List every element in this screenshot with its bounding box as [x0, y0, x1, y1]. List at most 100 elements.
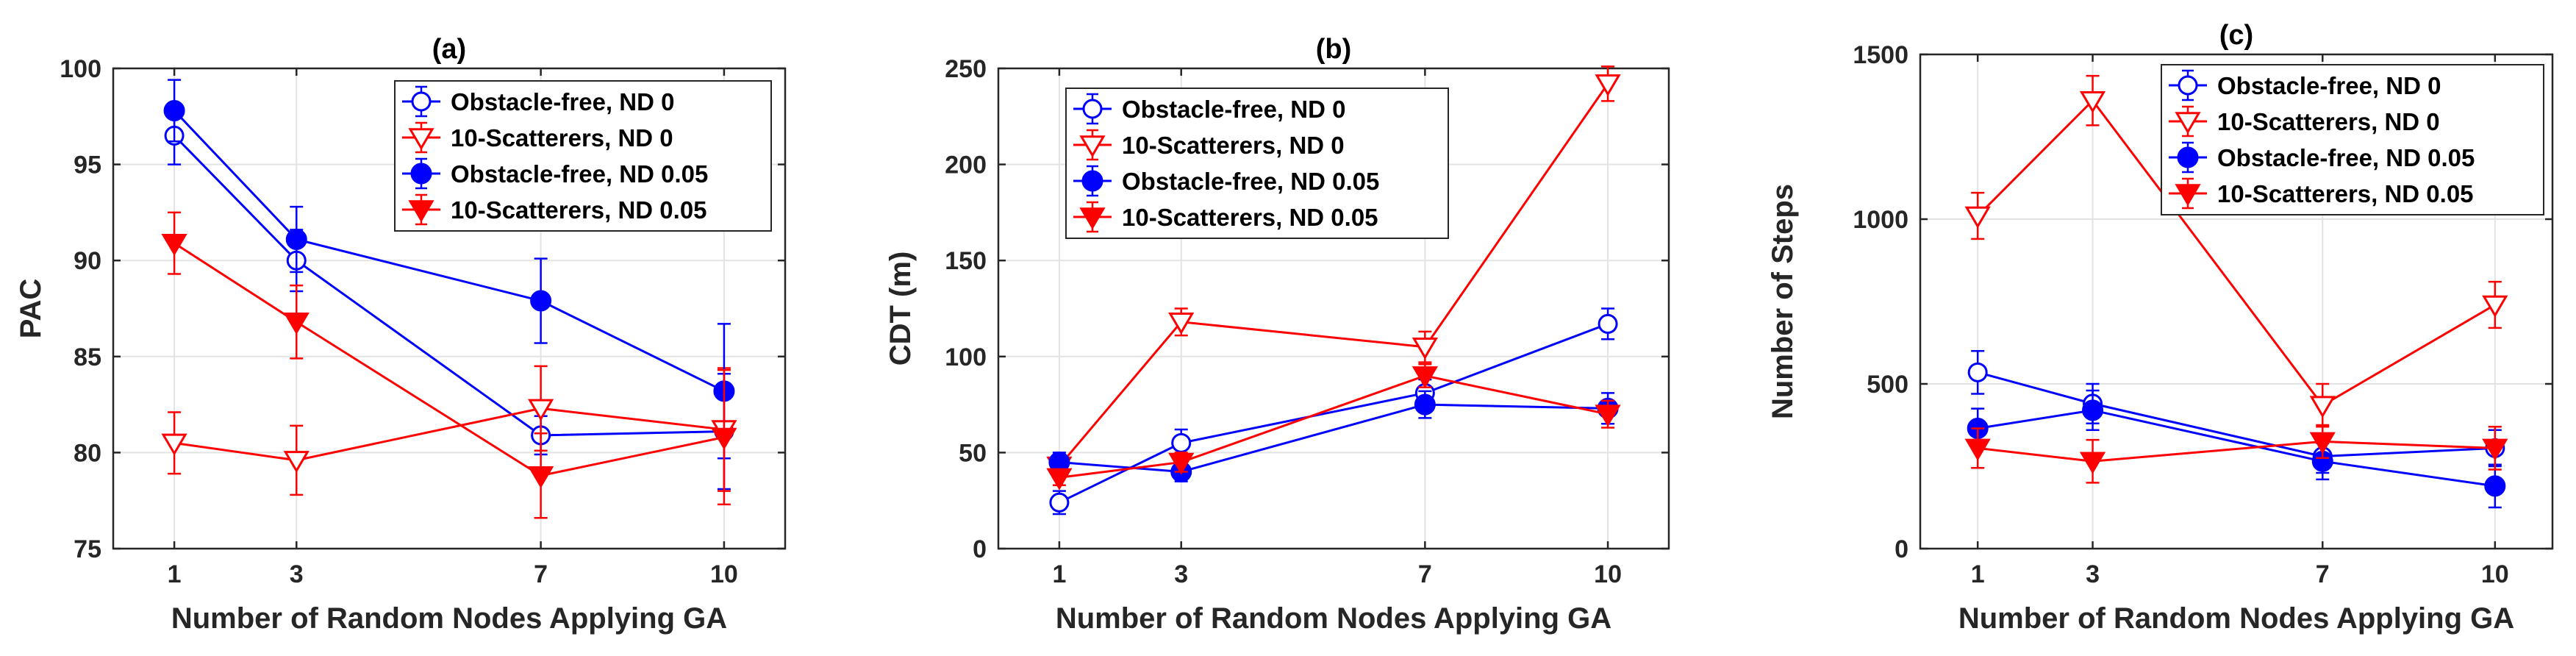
legend-label: 10-Scatterers, ND 0 [1122, 132, 1345, 159]
data-point [530, 290, 552, 312]
x-tick-label: 10 [1594, 560, 1622, 588]
series-3 [163, 79, 735, 460]
y-tick-label: 50 [959, 439, 987, 467]
legend-box [2161, 64, 2544, 215]
legend-box [1065, 88, 1449, 239]
series-line [173, 407, 725, 462]
legend-marker [1079, 207, 1106, 230]
legend-label: Obstacle-free, ND 0.05 [451, 160, 708, 188]
x-tick-label: 10 [710, 560, 738, 588]
legend-item: Obstacle-free, ND 0.05 [2169, 141, 2475, 174]
legend-item: 10-Scatterers, ND 0.05 [1073, 201, 1378, 233]
legend-marker [2175, 112, 2201, 135]
x-tick-label: 3 [290, 560, 304, 588]
legend-marker [410, 163, 432, 185]
legend-marker [411, 91, 432, 112]
y-tick-label: 100 [945, 343, 987, 371]
x-tick-label: 1 [168, 560, 182, 588]
data-point [1595, 74, 1621, 97]
legend-marker [408, 128, 434, 151]
y-tick-label: 90 [74, 247, 101, 275]
legend-label: Obstacle-free, ND 0 [451, 88, 674, 115]
y-tick-label: 100 [60, 55, 101, 83]
series-line [1977, 99, 2496, 407]
series-line [1059, 403, 1609, 474]
series-line [1058, 83, 1609, 467]
legend-item: Obstacle-free, ND 0 [1073, 93, 1345, 125]
legend-item: 10-Scatterers, ND 0.05 [2169, 177, 2474, 210]
x-tick-label: 1 [1971, 560, 1985, 588]
series-line [1977, 409, 2496, 488]
legend-label: Obstacle-free, ND 0.05 [2217, 144, 2475, 171]
legend-marker [1081, 170, 1103, 192]
data-point [1046, 468, 1073, 491]
series-2 [161, 365, 737, 496]
x-tick-label: 7 [2316, 560, 2330, 588]
x-axis-label: Number of Random Nodes Applying GA [1056, 602, 1611, 635]
legend-marker [1079, 135, 1106, 158]
series-4 [1046, 363, 1621, 491]
legend-item: 10-Scatterers, ND 0 [1073, 129, 1345, 161]
axes-box [1919, 53, 2554, 550]
legend-box [394, 80, 772, 232]
x-tick-label: 3 [2086, 560, 2100, 588]
series-line [173, 110, 725, 393]
legend-item: Obstacle-free, ND 0 [2169, 69, 2441, 101]
data-point [1049, 492, 1070, 513]
legend-label: Obstacle-free, ND 0 [2217, 72, 2441, 99]
series-line [173, 135, 724, 437]
x-tick-label: 7 [1418, 560, 1432, 588]
legend: Obstacle-free, ND 0 10-Scatterers, ND 0 Ob… [394, 80, 772, 232]
series-4 [161, 211, 737, 519]
series-line [1977, 371, 2495, 458]
y-tick-label: 95 [74, 151, 101, 179]
y-tick-label: 250 [945, 55, 987, 83]
legend-item: Obstacle-free, ND 0 [402, 85, 674, 118]
x-tick-label: 10 [2481, 560, 2509, 588]
data-point [1967, 362, 1988, 382]
data-point [161, 433, 187, 456]
data-point [2079, 452, 2106, 474]
y-tick-label: 75 [74, 535, 101, 563]
legend-label: 10-Scatterers, ND 0.05 [1122, 204, 1378, 231]
series-4 [1964, 424, 2508, 484]
y-tick-label: 500 [1867, 371, 1908, 399]
legend: Obstacle-free, ND 0 10-Scatterers, ND 0 Ob… [2161, 64, 2544, 215]
data-point [1598, 313, 1618, 334]
series-2 [1964, 74, 2508, 428]
series-line [173, 242, 725, 477]
data-point [1414, 393, 1436, 416]
legend-marker [2175, 184, 2201, 207]
data-point [2079, 90, 2106, 113]
data-point [285, 228, 307, 250]
legend: Obstacle-free, ND 0 10-Scatterers, ND 0 Ob… [1065, 88, 1449, 239]
axes-box [997, 67, 1670, 550]
y-axis-label: Number of Steps [1767, 184, 1799, 419]
data-point [711, 427, 737, 450]
chart-panel-3: 1 3 7 10 0 500 1000 1500 (c) Number of Random Nod… [1767, 20, 2554, 635]
data-point [283, 451, 310, 474]
y-tick-label: 1500 [1853, 41, 1908, 69]
y-axis-label: PAC [15, 279, 47, 338]
axes-box [112, 67, 787, 550]
chart-panel-1: 1 3 7 10 75 80 85 90 95 100 (a) Number of Random No… [15, 34, 787, 635]
data-point [528, 466, 554, 488]
y-tick-label: 1000 [1853, 206, 1908, 234]
y-tick-label: 80 [74, 439, 101, 467]
legend-label: 10-Scatterers, ND 0 [451, 124, 673, 151]
chart-title: (a) [432, 34, 466, 65]
y-tick-label: 200 [945, 151, 987, 179]
data-point [1412, 337, 1438, 360]
legend-marker [2177, 146, 2199, 168]
data-point [1168, 313, 1195, 335]
legend-marker [408, 200, 434, 223]
legend-label: Obstacle-free, ND 0 [1122, 96, 1345, 123]
data-point [1412, 366, 1438, 389]
data-point [1168, 452, 1195, 475]
data-point [161, 233, 187, 256]
y-tick-label: 0 [973, 535, 987, 563]
y-tick-label: 150 [945, 247, 987, 275]
legend-item: 10-Scatterers, ND 0 [2169, 105, 2440, 138]
x-axis-label: Number of Random Nodes Applying GA [1958, 602, 2514, 635]
